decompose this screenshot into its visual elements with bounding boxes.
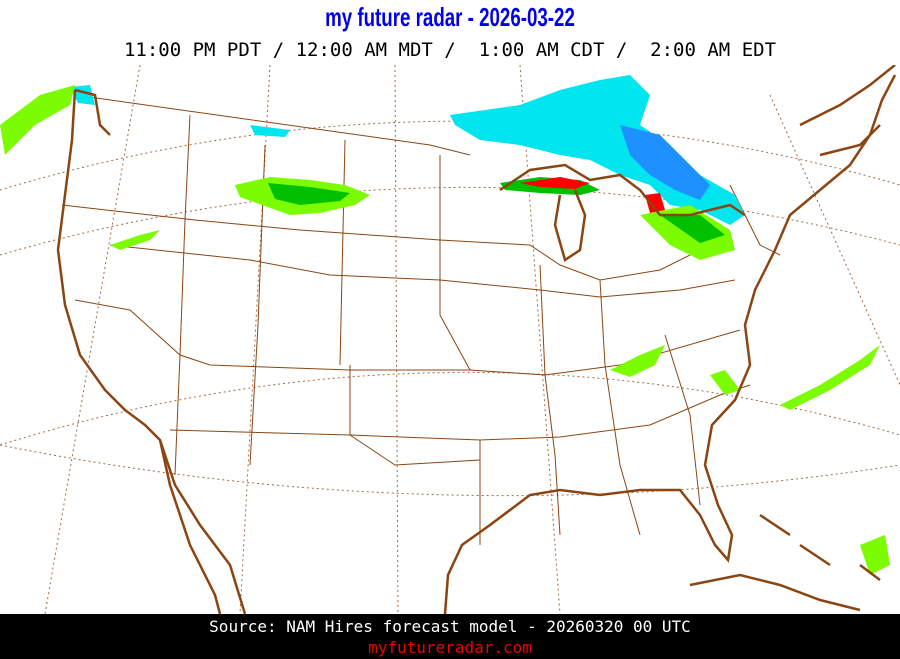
heavy-snow-area	[620, 125, 710, 200]
time-zones-label: 11:00 PM PDT / 12:00 AM MDT / 1:00 AM CD…	[123, 39, 777, 61]
footer: Source: NAM Hires forecast model - 20260…	[0, 614, 900, 659]
rain-area	[860, 535, 890, 575]
bahamas	[759, 513, 881, 581]
moderate-rain-area	[268, 183, 350, 205]
newfoundland-maritimes	[799, 65, 896, 157]
longitude-line	[44, 65, 141, 614]
west-coast	[56, 89, 222, 614]
longitude-line	[519, 65, 561, 614]
moderate-rain-area	[660, 215, 725, 243]
great-lakes-shore	[499, 163, 746, 217]
state-borders	[61, 94, 781, 545]
longitude-line	[394, 65, 399, 614]
cuba	[689, 573, 861, 612]
site-link[interactable]: myfutureradar.com	[368, 638, 532, 657]
heavy-rain-area	[520, 177, 590, 189]
lake-michigan	[553, 189, 587, 262]
baja-inner-coast	[158, 439, 247, 614]
rain-area	[610, 345, 665, 377]
puget-sound	[74, 88, 111, 136]
radar-precipitation	[0, 75, 890, 575]
coastlines	[56, 65, 897, 614]
latitude-line	[0, 186, 900, 256]
graticule	[0, 65, 900, 614]
source-label: Source: NAM Hires forecast model - 20260…	[209, 617, 691, 636]
snow-area	[450, 75, 745, 225]
rain-area	[780, 345, 880, 410]
longitude-line	[0, 444, 900, 497]
radar-map	[0, 65, 900, 614]
rain-area	[110, 230, 160, 250]
gulf-coast	[443, 74, 897, 614]
latitude-line	[0, 120, 900, 191]
rain-area	[0, 85, 75, 155]
page-title: my future radar - 2026-03-22	[325, 2, 575, 32]
heavy-rain-area	[645, 193, 665, 213]
longitude-line	[239, 65, 271, 614]
snow-area	[250, 125, 290, 137]
latitude-line	[0, 371, 900, 446]
rain-area	[710, 370, 740, 395]
